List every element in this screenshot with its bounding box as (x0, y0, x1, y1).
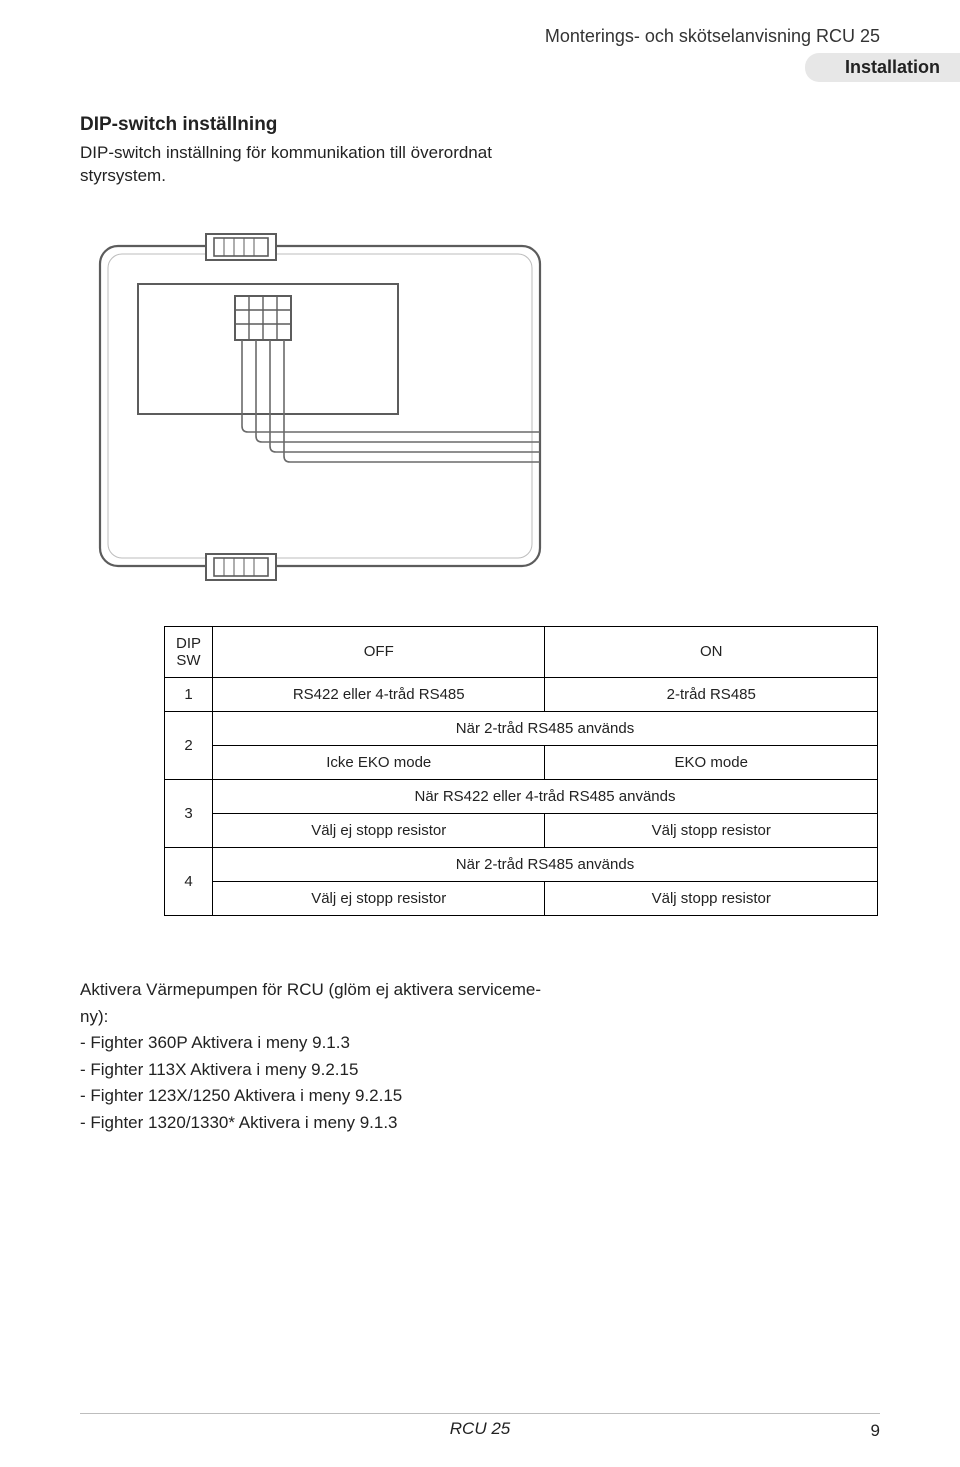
footer-title: RCU 25 (80, 1419, 880, 1439)
row4-span: När 2-tråd RS485 används (212, 847, 877, 881)
section-intro: DIP-switch inställning för kommunikation… (80, 142, 580, 188)
th-off: OFF (212, 626, 545, 677)
activation-lead2: ny): (80, 1005, 600, 1030)
row2-on: EKO mode (545, 745, 878, 779)
activation-item: - Fighter 360P Aktivera i meny 9.1.3 (80, 1031, 600, 1056)
device-diagram (80, 216, 880, 596)
th-on: ON (545, 626, 878, 677)
activation-item: - Fighter 123X/1250 Aktivera i meny 9.2.… (80, 1084, 600, 1109)
top-connector-icon (206, 234, 276, 260)
th-dipsw: DIP SW (165, 626, 213, 677)
dip-switch-table: DIP SW OFF ON 1 RS422 eller 4-tråd RS485… (164, 626, 878, 916)
doc-title: Monterings- och skötselanvisning RCU 25 (80, 26, 880, 47)
row3-off: Välj ej stopp resistor (212, 813, 545, 847)
section-pill: Installation (805, 53, 960, 82)
row2-num: 2 (165, 711, 213, 779)
row3-span: När RS422 eller 4-tråd RS485 används (212, 779, 877, 813)
footer-page-number: 9 (871, 1421, 880, 1441)
activation-block: Aktivera Värmepumpen för RCU (glöm ej ak… (80, 978, 600, 1136)
dip-block-icon (235, 296, 291, 340)
row2-span: När 2-tråd RS485 används (212, 711, 877, 745)
row4-on: Välj stopp resistor (545, 881, 878, 915)
activation-item: - Fighter 1320/1330* Aktivera i meny 9.1… (80, 1111, 600, 1136)
row4-off: Välj ej stopp resistor (212, 881, 545, 915)
row2-off: Icke EKO mode (212, 745, 545, 779)
row4-num: 4 (165, 847, 213, 915)
row1-off: RS422 eller 4-tråd RS485 (212, 677, 545, 711)
row1-on: 2-tråd RS485 (545, 677, 878, 711)
row1-num: 1 (165, 677, 213, 711)
activation-lead1: Aktivera Värmepumpen för RCU (glöm ej ak… (80, 978, 600, 1003)
section-heading: DIP-switch inställning (80, 114, 880, 136)
activation-item: - Fighter 113X Aktivera i meny 9.2.15 (80, 1058, 600, 1083)
row3-on: Välj stopp resistor (545, 813, 878, 847)
row3-num: 3 (165, 779, 213, 847)
bottom-connector-icon (206, 554, 276, 580)
